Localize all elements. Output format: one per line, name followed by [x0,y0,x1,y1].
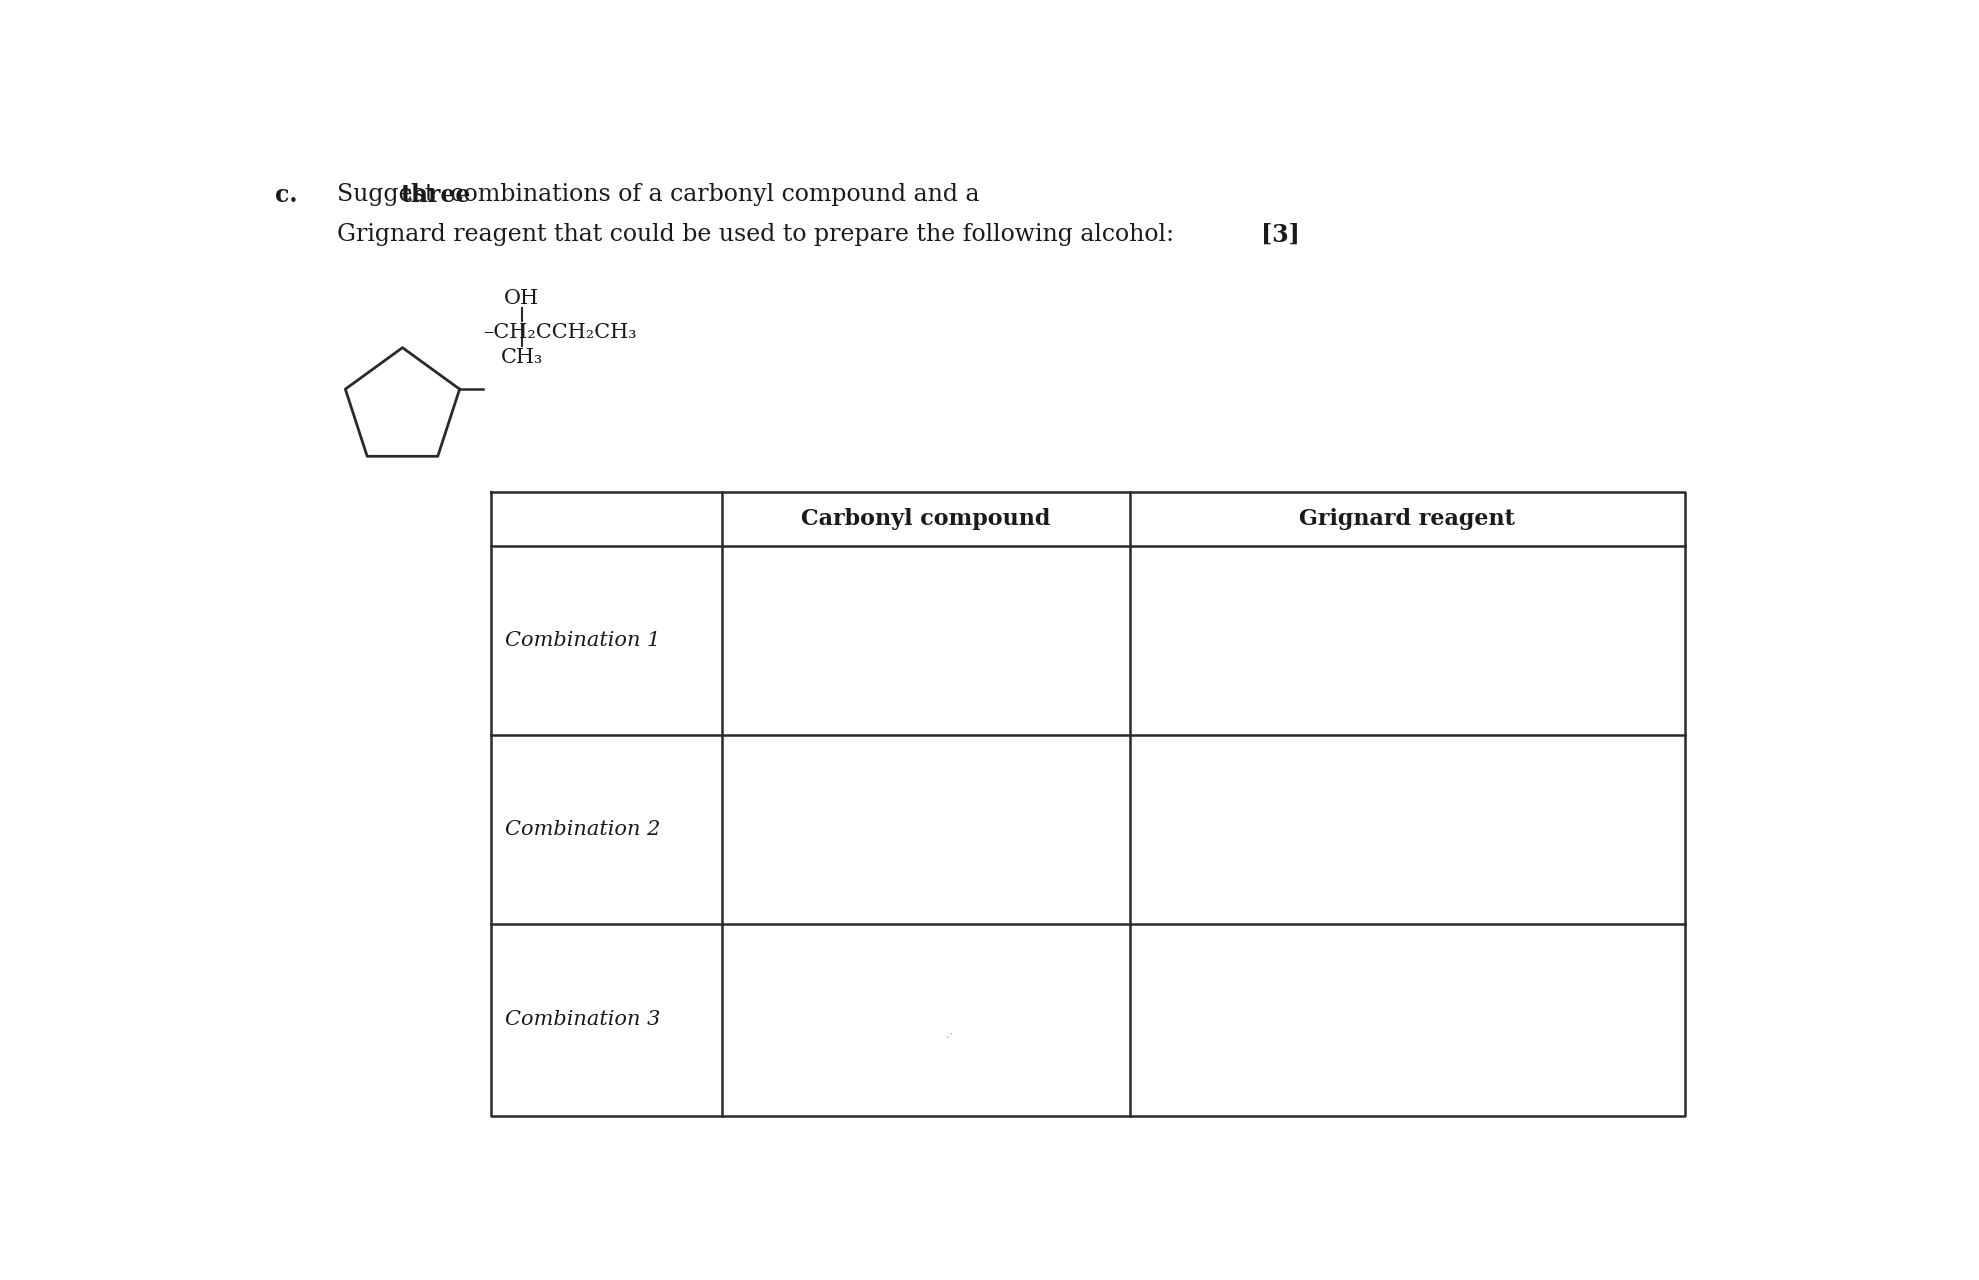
Text: [3]: [3] [1261,223,1300,247]
Text: combinations of a carbonyl compound and a: combinations of a carbonyl compound and … [443,183,980,206]
Text: .·: .· [946,1030,952,1041]
Text: Carbonyl compound: Carbonyl compound [801,508,1051,530]
Text: Combination 3: Combination 3 [505,1010,661,1029]
Text: c.: c. [275,183,299,207]
Text: Suggest: Suggest [336,183,441,206]
Text: –CH₂CCH₂CH₃: –CH₂CCH₂CH₃ [483,323,635,342]
Text: Grignard reagent: Grignard reagent [1300,508,1516,530]
Text: OH: OH [505,288,540,307]
Text: three: three [400,183,471,207]
Text: CH₃: CH₃ [501,348,542,366]
Text: Grignard reagent that could be used to prepare the following alcohol:: Grignard reagent that could be used to p… [336,223,1174,246]
Text: Combination 2: Combination 2 [505,819,661,838]
Text: Combination 1: Combination 1 [505,631,661,650]
